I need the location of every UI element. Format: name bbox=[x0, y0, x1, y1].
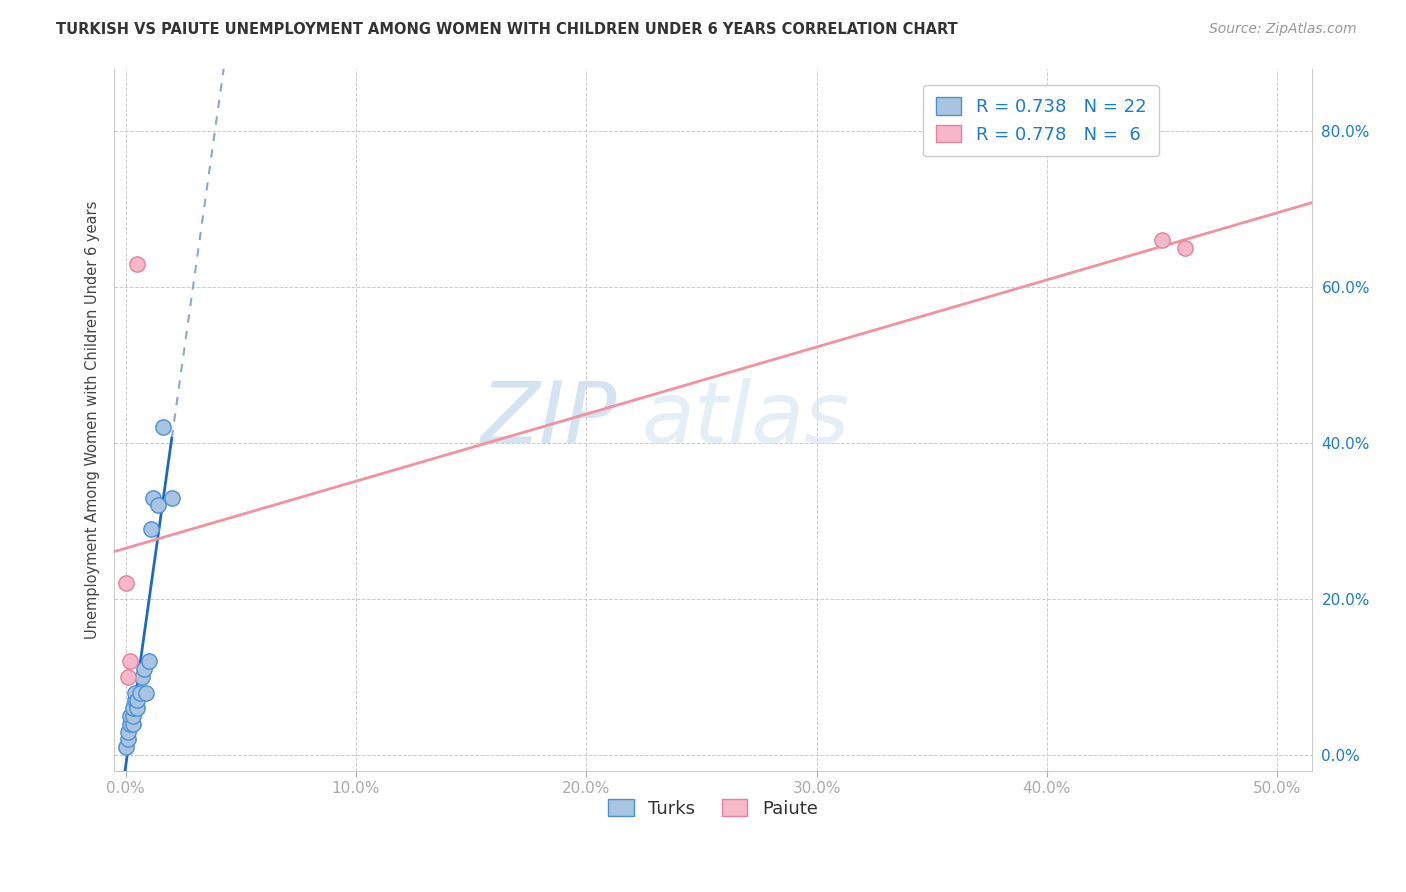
Point bbox=[127, 256, 149, 270]
Point bbox=[134, 662, 156, 676]
Point bbox=[139, 522, 162, 536]
Point bbox=[114, 740, 136, 755]
Point bbox=[124, 693, 146, 707]
Point bbox=[114, 576, 136, 591]
Point bbox=[120, 717, 142, 731]
Point bbox=[131, 670, 153, 684]
Text: TURKISH VS PAIUTE UNEMPLOYMENT AMONG WOMEN WITH CHILDREN UNDER 6 YEARS CORRELATI: TURKISH VS PAIUTE UNEMPLOYMENT AMONG WOM… bbox=[56, 22, 957, 37]
Y-axis label: Unemployment Among Women with Children Under 6 years: Unemployment Among Women with Children U… bbox=[86, 201, 100, 639]
Point bbox=[138, 655, 160, 669]
Point bbox=[120, 709, 142, 723]
Point bbox=[160, 491, 183, 505]
Point bbox=[1150, 233, 1173, 247]
Point bbox=[146, 499, 169, 513]
Text: Source: ZipAtlas.com: Source: ZipAtlas.com bbox=[1209, 22, 1357, 37]
Point bbox=[142, 491, 165, 505]
Legend: Turks, Paiute: Turks, Paiute bbox=[600, 791, 825, 825]
Point bbox=[135, 686, 157, 700]
Text: ZIP: ZIP bbox=[481, 378, 617, 461]
Point bbox=[117, 724, 139, 739]
Point bbox=[128, 686, 150, 700]
Point bbox=[127, 693, 149, 707]
Point bbox=[152, 420, 174, 434]
Point bbox=[120, 655, 142, 669]
Point bbox=[124, 686, 146, 700]
Point bbox=[121, 709, 143, 723]
Point bbox=[117, 732, 139, 747]
Text: atlas: atlas bbox=[641, 378, 849, 461]
Point bbox=[121, 701, 143, 715]
Point bbox=[1174, 241, 1197, 255]
Point bbox=[117, 670, 139, 684]
Point bbox=[127, 701, 149, 715]
Point bbox=[121, 717, 143, 731]
